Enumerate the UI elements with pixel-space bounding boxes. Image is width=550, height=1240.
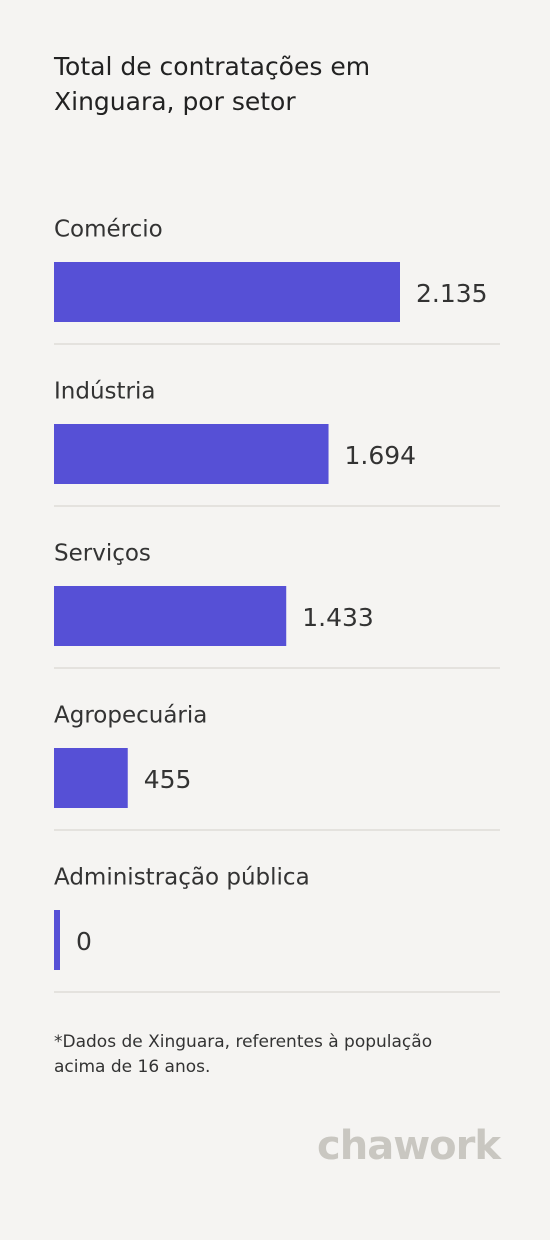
value-label: 1.433 <box>302 603 374 632</box>
bar <box>54 586 287 646</box>
value-label: 2.135 <box>416 279 488 308</box>
value-label: 455 <box>144 765 192 794</box>
bar <box>54 748 128 808</box>
category-label: Agropecuária <box>54 703 207 729</box>
category-label: Serviços <box>54 541 151 567</box>
bar <box>54 262 400 322</box>
value-label: 1.694 <box>345 441 417 470</box>
bar <box>54 910 60 970</box>
bar <box>54 424 329 484</box>
chart-title: Total de contratações em <box>53 52 370 81</box>
footnote: *Dados de Xinguara, referentes à populaç… <box>54 1032 432 1052</box>
category-label: Indústria <box>54 379 155 405</box>
category-label: Administração pública <box>54 865 310 891</box>
category-label: Comércio <box>54 217 163 243</box>
chart-title: Xinguara, por setor <box>54 87 296 116</box>
value-label: 0 <box>76 927 92 956</box>
footnote: acima de 16 anos. <box>54 1057 210 1077</box>
logo: chawork <box>317 1123 502 1169</box>
